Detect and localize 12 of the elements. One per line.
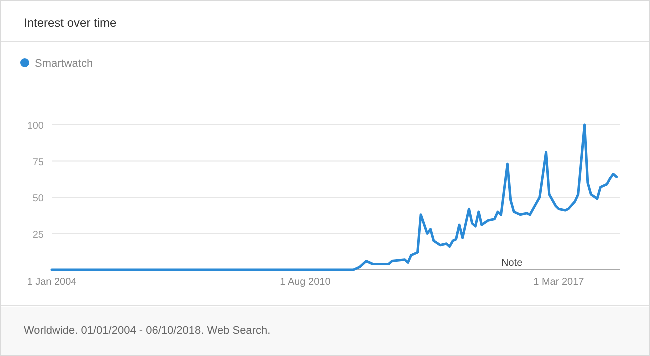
annotation: Note: [502, 258, 524, 269]
chart-title: Interest over time: [24, 16, 118, 30]
line-series: [50, 124, 618, 272]
y-tick-label: 100: [27, 121, 44, 132]
legend-label: Smartwatch: [35, 58, 94, 70]
x-tick-label: 1 Mar 2017: [534, 277, 585, 288]
text: Worldwide. 01/01/2004 - 06/10/2018. Web Search.: [24, 325, 271, 337]
y-tick-label: 25: [32, 230, 44, 241]
x-tick-label: 1 Jan 2004: [27, 277, 78, 288]
y-tick-label: 50: [32, 194, 44, 204]
y-tick-label: 75: [32, 157, 44, 168]
x-tick-label: 1 Aug 2010: [280, 277, 332, 288]
